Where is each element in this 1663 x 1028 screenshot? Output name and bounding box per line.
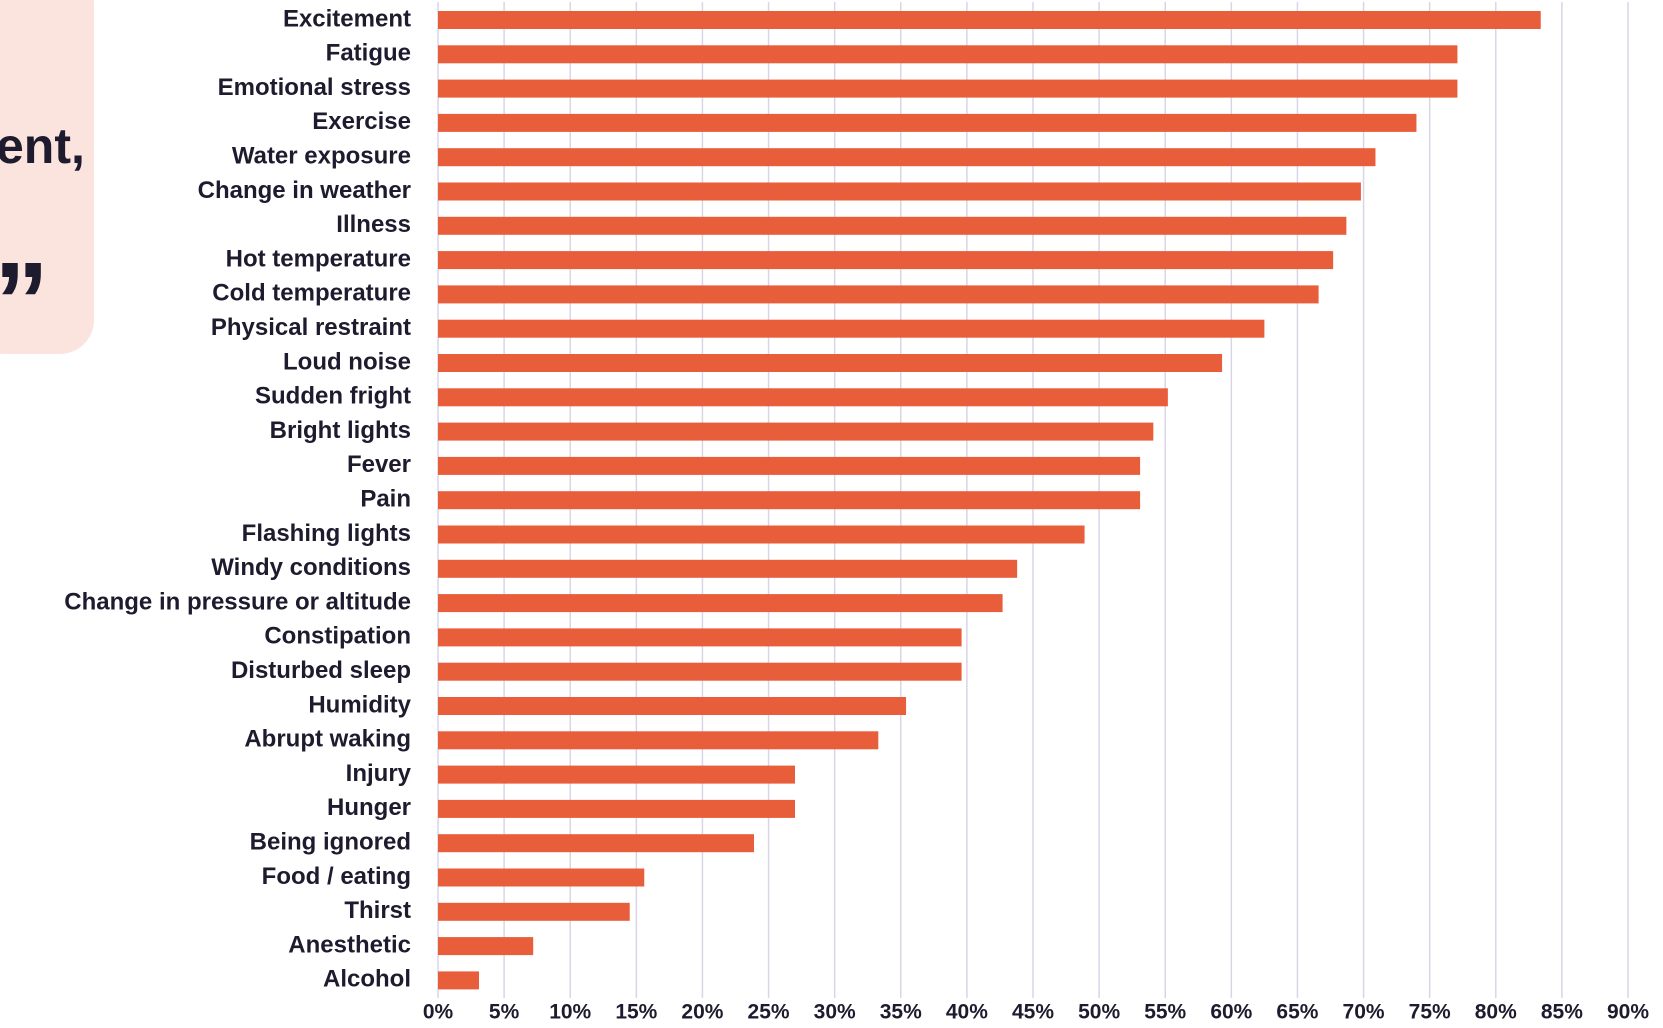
bar [438,594,1003,613]
x-tick-label: 25% [748,1001,790,1024]
bar [438,799,795,818]
y-tick-label: Excitement [283,5,411,32]
y-tick-label: Being ignored [250,829,411,856]
bar [438,148,1376,167]
bar [438,937,534,956]
y-tick-label: Alcohol [323,966,411,993]
y-tick-label: Fatigue [326,40,411,67]
y-tick-label: Change in weather [198,177,411,204]
y-tick-label: Constipation [264,623,411,650]
x-tick-label: 65% [1276,1001,1318,1024]
y-tick-label: Emotional stress [218,74,411,101]
y-tick-label: Disturbed sleep [231,657,411,684]
callout-quote: ” [0,240,49,363]
y-tick-label: Food / eating [262,863,411,890]
x-tick-label: 45% [1012,1001,1054,1024]
bar [438,697,907,715]
bar [438,79,1458,98]
bar [438,971,479,990]
bar [438,559,1018,578]
x-tick-label: 80% [1475,1001,1517,1024]
y-tick-label: Loud noise [283,348,411,375]
bar [438,765,795,784]
bar [438,456,1141,475]
y-tick-label: Bright lights [270,417,411,444]
bar [438,45,1458,64]
x-tick-label: 20% [681,1001,723,1024]
bar [438,251,1334,270]
bar [438,354,1223,372]
bar [438,731,879,750]
y-tick-label: Abrupt waking [244,726,411,753]
bar [438,113,1417,132]
bar [438,902,630,921]
y-tick-label: Illness [336,211,411,238]
x-tick-label: 40% [946,1001,988,1024]
y-tick-label: Anesthetic [288,931,411,958]
y-tick-label: Injury [346,760,412,787]
y-tick-label: Physical restraint [211,314,411,341]
x-tick-label: 70% [1343,1001,1385,1024]
bar [438,11,1541,29]
bar [438,216,1347,235]
y-tick-label: Change in pressure or altitude [64,588,411,615]
x-tick-label: 30% [814,1001,856,1024]
bar [438,319,1265,338]
x-tick-label: 35% [880,1001,922,1024]
y-tick-label: Windy conditions [211,554,411,581]
x-tick-label: 75% [1409,1001,1451,1024]
y-tick-label: Flashing lights [242,520,411,547]
x-tick-label: 50% [1078,1001,1120,1024]
y-tick-label: Cold temperature [212,280,411,307]
y-tick-label: Pain [360,486,411,513]
y-tick-label: Humidity [308,691,411,718]
x-tick-label: 0% [423,1001,454,1024]
y-tick-label: Hunger [327,794,411,821]
bar [438,834,755,853]
bar [438,182,1361,201]
y-tick-label: Sudden fright [255,383,411,410]
x-tick-label: 15% [615,1001,657,1024]
bar [438,285,1319,304]
bar [438,388,1168,407]
bar [438,868,645,887]
callout-text: ent, [0,118,85,174]
callout-box [0,0,94,354]
y-tick-label: Thirst [344,897,411,924]
x-tick-label: 5% [489,1001,520,1024]
x-tick-label: 10% [549,1001,591,1024]
y-tick-label: Water exposure [232,143,411,170]
y-tick-label: Fever [347,451,411,478]
x-tick-label: 60% [1210,1001,1252,1024]
x-tick-label: 85% [1541,1001,1583,1024]
y-tick-label: Hot temperature [226,245,411,272]
bar [438,525,1085,544]
bar [438,422,1154,441]
x-tick-label: 90% [1607,1001,1649,1024]
x-tick-label: 55% [1144,1001,1186,1024]
bar [438,491,1141,510]
bar [438,662,962,681]
y-tick-label: Exercise [312,108,411,135]
bar [438,628,962,647]
